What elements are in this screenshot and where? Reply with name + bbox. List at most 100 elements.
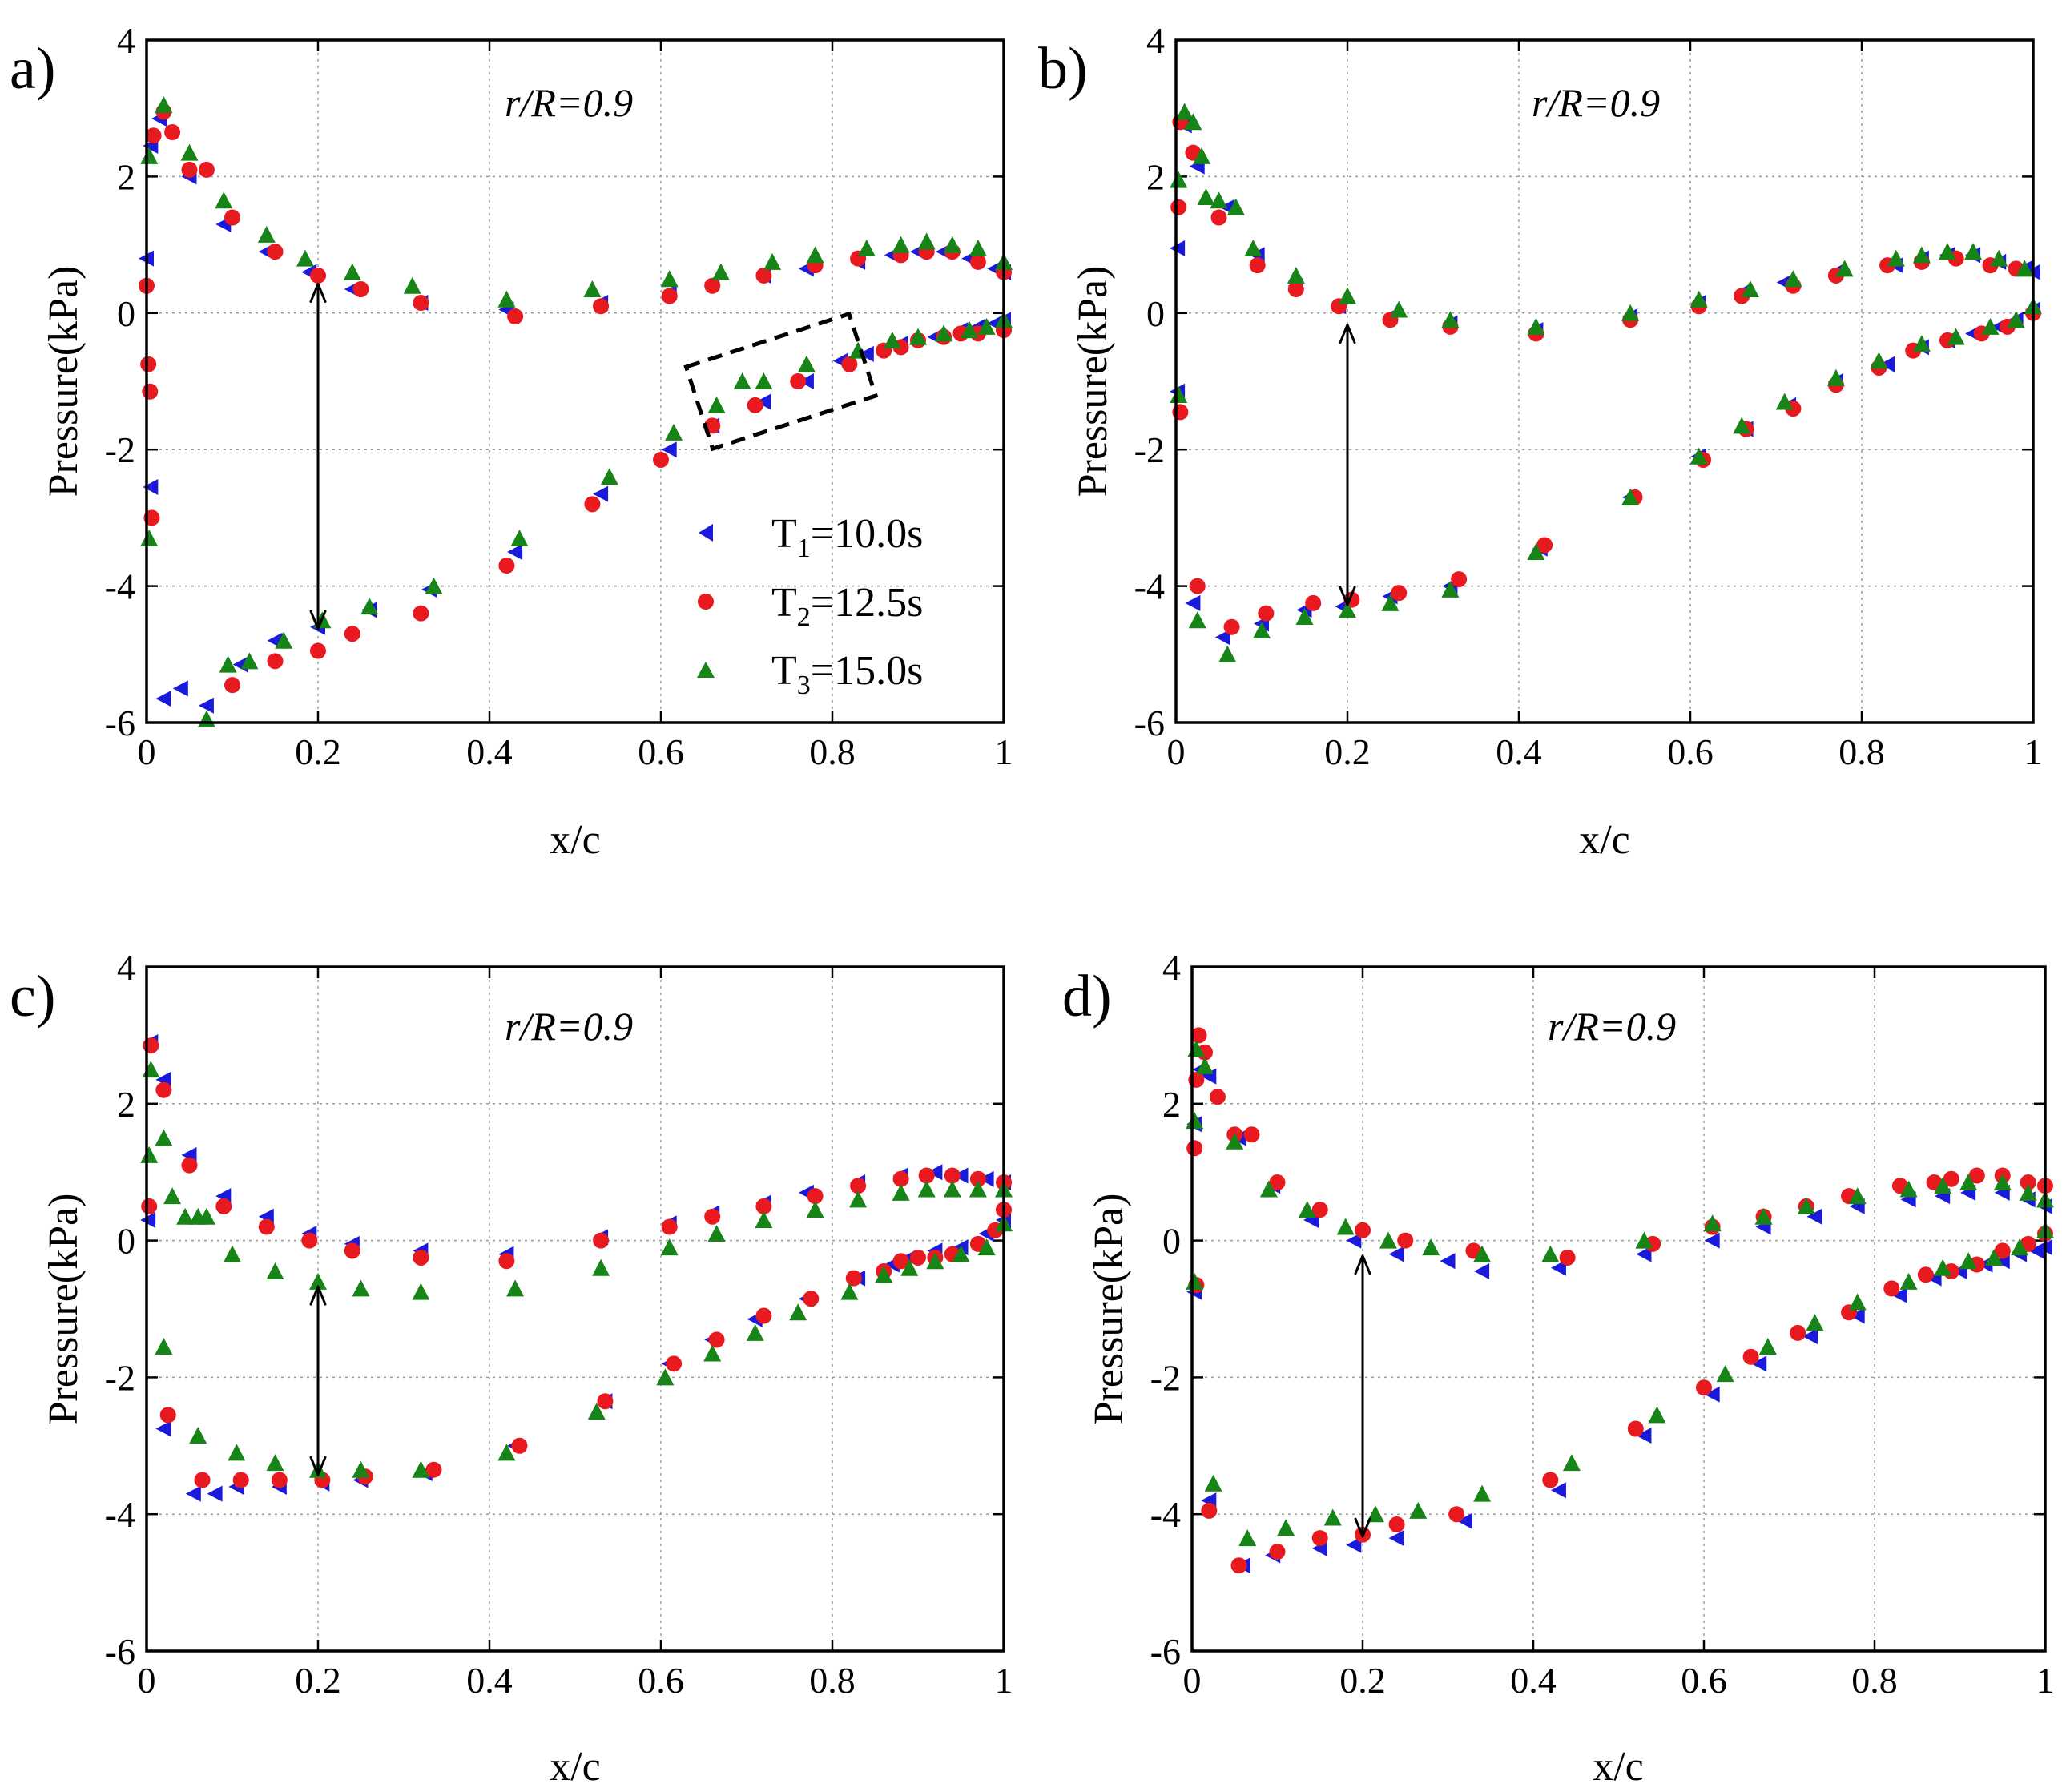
x-axis-label: x/c [1593,1744,1644,1790]
pressure-difference-arrow [309,1285,327,1476]
data-point-t1 [1704,1232,1720,1249]
data-point-t1 [1550,1259,1566,1276]
x-tick-label: 0.4 [466,1660,513,1701]
data-point-t3 [1741,280,1759,297]
x-tick-label: 0.6 [638,1660,684,1701]
data-point-t3 [1295,607,1314,625]
y-tick-label: -2 [1150,1357,1181,1398]
data-point-t2 [1968,1167,1985,1184]
data-point-t1 [143,479,159,496]
data-point-t3 [1175,103,1194,120]
data-point-t3 [1541,1245,1560,1262]
data-point-t3 [746,1323,764,1341]
y-axis-label: Pressure(kPa) [1070,266,1116,497]
data-point-t2 [141,1198,158,1214]
data-point-t3 [1562,1454,1581,1472]
y-tick-label: -4 [1134,566,1165,607]
data-point-t3 [142,1061,160,1078]
data-point-t3 [1218,645,1237,662]
legend-label-t3: T3=15.0s [771,648,923,700]
data-point-t3 [215,191,233,209]
data-point-t2 [969,1170,986,1187]
data-point-t3 [425,577,443,594]
plot-frame [1174,38,2035,724]
x-tick-label: 0 [138,731,156,772]
data-point-t3 [1441,580,1460,598]
data-point-t3 [1981,317,2000,335]
panel-label: d) [1062,964,1112,1029]
y-tick-label: 4 [117,20,135,61]
data-point-t3 [1277,1519,1295,1536]
data-point-t3 [952,1245,970,1262]
data-point-t3 [1184,113,1202,131]
data-point-t2 [807,1188,824,1205]
highlight-box [683,311,879,452]
data-point-t3 [917,1180,936,1198]
panel-label: c) [10,964,56,1029]
data-point-t2 [1627,1420,1644,1437]
arrow-head-down [309,610,327,630]
data-point-t3 [1226,198,1245,215]
axis-ticks: 0 0.2 0.4 0.6 0.8 1 -6 -4 -2 0 2 4 [105,947,1013,1701]
data-point-t1 [1346,1536,1362,1553]
data-point-t3 [1993,1174,2012,1191]
data-point-t2 [1243,1126,1260,1143]
data-point-t3 [352,1279,370,1297]
x-tick-label: 1 [2024,731,2043,772]
data-point-t2 [1170,199,1187,215]
data-point-t2 [704,1208,721,1225]
data-point-t2 [181,161,198,178]
data-point-t3 [412,1283,430,1300]
data-point-t3 [1621,304,1640,321]
data-point-t2 [1269,1544,1286,1560]
data-point-t3 [497,1444,516,1461]
data-point-t2 [1790,1324,1806,1341]
data-point-t3 [140,147,159,164]
legend-item-t1: T1=10.0s [699,511,923,563]
arrow-head-up [309,1285,327,1306]
y-tick-label: 2 [117,156,135,197]
data-point-t3 [943,1180,961,1198]
data-point-t1 [1440,1253,1456,1270]
x-axis-label: x/c [550,1744,601,1790]
data-point-t2 [1209,1089,1226,1105]
x-tick-label: 0.8 [809,731,856,772]
data-point-t3 [707,396,726,413]
data-point-t3 [2011,1238,2029,1256]
data-point-t1 [1849,1307,1865,1324]
data-point-t2 [344,626,360,642]
plot-frame [145,965,1005,1653]
data-point-t1 [1474,1263,1490,1280]
data-point-t3 [1754,1207,1773,1225]
data-point-t3 [180,143,199,161]
data-point-t1 [1751,1355,1767,1372]
y-tick-label: 0 [117,293,135,334]
plot-frame [1190,965,2047,1653]
data-point-t1 [507,544,523,560]
data-point-t3 [883,331,901,348]
data-point-t3 [1379,1231,1397,1249]
data-point-t2 [181,1157,198,1174]
data-point-t1 [155,691,171,707]
data-point-t2 [1189,578,1206,594]
x-tick-label: 0.2 [295,1660,341,1701]
x-tick-label: 0.4 [1510,1660,1557,1701]
data-point-t3 [1758,1337,1777,1355]
data-point-t3 [1366,1505,1384,1523]
x-tick-label: 0.8 [1851,1660,1898,1701]
legend-marker-t1 [699,524,713,542]
data-point-t2 [310,642,326,659]
grid [147,967,1004,1651]
data-point-t1 [1802,1328,1818,1345]
data-point-t2 [224,209,240,226]
data-point-t2 [198,161,215,178]
data-point-t3 [1939,243,1956,260]
arrow-head-down [309,1456,327,1476]
data-point-t2 [755,1198,772,1214]
data-point-t1 [1636,1246,1652,1262]
y-tick-label: 0 [117,1221,135,1262]
x-tick-label: 1 [995,1660,1013,1701]
data-point-t3 [1422,1238,1440,1256]
panel-c: c) r/R=0.9 x/c Pressure(kPa) 0 0.2 0.4 0.6 0… [10,947,1013,1790]
y-tick-label: 4 [117,947,135,988]
